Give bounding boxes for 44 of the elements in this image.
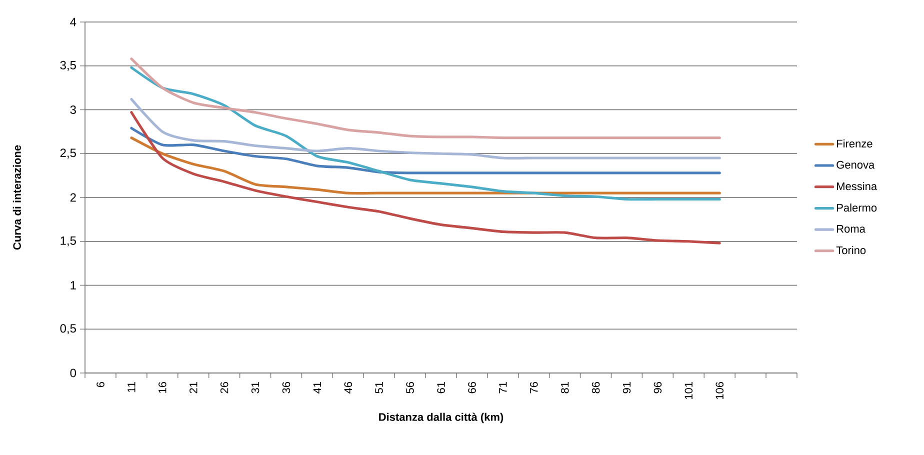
y-tick-label: 1: [70, 281, 76, 290]
y-tick-label: 3: [70, 106, 76, 114]
x-tick-label: 26: [220, 382, 228, 394]
x-tick-label: 81: [560, 382, 569, 394]
y-tick-label: 2,5: [60, 148, 76, 159]
legend-label: Roma: [837, 225, 866, 233]
x-tick-label: 16: [158, 382, 166, 393]
line-series: [130, 111, 721, 244]
line-series: [130, 136, 721, 195]
line-series: [130, 58, 721, 140]
x-tick-label: 11: [128, 382, 136, 392]
line-series: [130, 66, 721, 201]
y-tick-label: 2: [70, 193, 76, 202]
legend-label: Messina: [837, 182, 878, 190]
x-tick-label: 21: [190, 382, 198, 394]
x-tick-label: 41: [313, 382, 321, 394]
line-series: [130, 126, 721, 174]
y-tick-label: 4: [70, 18, 76, 26]
x-axis-title: Distanza dalla città (km): [379, 412, 504, 424]
legend-label: Torino: [836, 246, 866, 254]
x-tick-label: 51: [375, 382, 383, 394]
x-tick-label: 31: [251, 382, 260, 394]
legend-label: Palermo: [837, 204, 877, 212]
y-tick-label: 0,5: [60, 324, 76, 334]
x-tick-label: 91: [622, 382, 631, 394]
x-tick-label: 86: [592, 382, 600, 394]
x-tick-label: 76: [530, 382, 538, 394]
legend-label: Firenze: [837, 139, 872, 148]
x-tick-label: 56: [406, 382, 414, 394]
x-tick-label: 36: [282, 382, 290, 394]
line-series: [130, 98, 721, 160]
legend-label: Genova: [836, 160, 875, 169]
y-tick-label: 1,5: [60, 236, 76, 246]
x-tick-label: 61: [437, 382, 445, 394]
y-tick-label: 3,5: [60, 60, 76, 71]
x-tick-label: 6: [96, 382, 104, 388]
x-tick-label: 66: [468, 382, 476, 394]
x-tick-label: 96: [654, 382, 662, 394]
x-tick-label: 106: [716, 382, 724, 400]
y-tick-label: 0: [70, 368, 76, 378]
x-tick-label: 46: [344, 382, 352, 394]
x-tick-label: 101: [684, 382, 693, 400]
y-axis-title: Curva di interazione: [12, 145, 21, 250]
x-tick-label: 71: [499, 382, 507, 394]
